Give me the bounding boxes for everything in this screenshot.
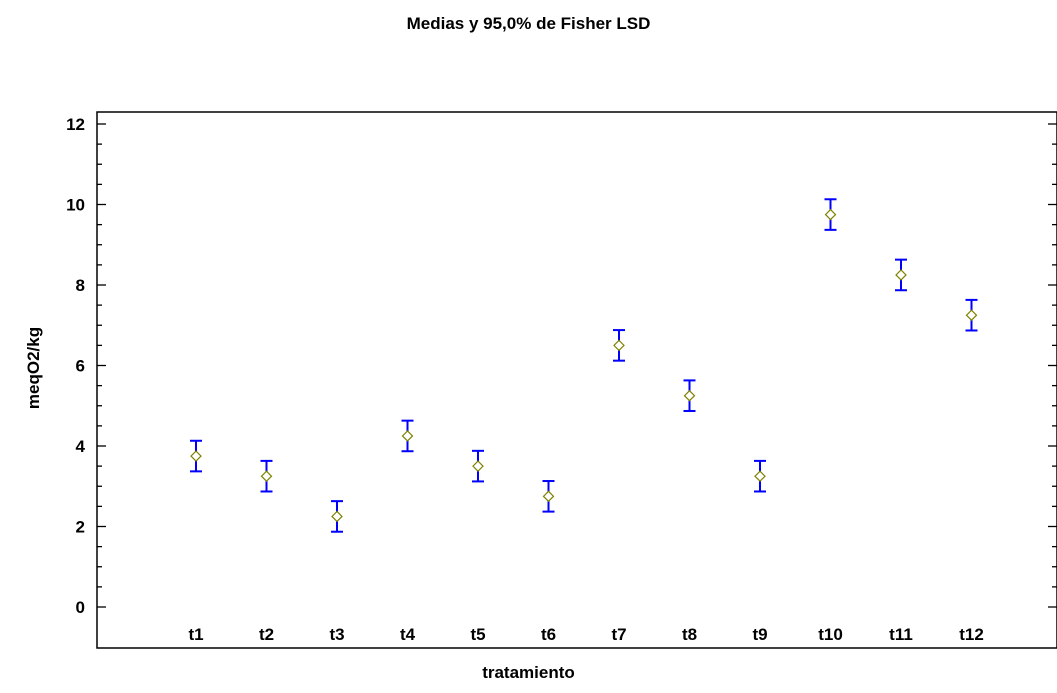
mean-point bbox=[190, 450, 202, 462]
x-tick-label: t2 bbox=[259, 625, 274, 644]
y-tick-label: 10 bbox=[66, 196, 85, 215]
mean-point bbox=[331, 510, 343, 523]
mean-point bbox=[965, 309, 978, 322]
mean-point bbox=[683, 389, 696, 402]
mean-point bbox=[260, 470, 273, 483]
mean-point bbox=[472, 460, 484, 472]
x-tick-label: t6 bbox=[541, 625, 556, 644]
mean-point bbox=[401, 430, 414, 442]
x-axis-label: tratamiento bbox=[482, 663, 575, 682]
y-tick-label: 4 bbox=[76, 437, 86, 456]
x-tick-label: t9 bbox=[752, 625, 767, 644]
x-tick-label: t10 bbox=[818, 625, 843, 644]
x-tick-label: t11 bbox=[889, 625, 913, 644]
mean-point bbox=[613, 339, 625, 352]
x-tick-label: t3 bbox=[329, 625, 344, 644]
x-axis: t1 t2 t3 t4 t5 t6 t7 t8 t9 t10 t11 t12 bbox=[188, 625, 983, 644]
y-tick-label: 0 bbox=[76, 598, 85, 617]
x-tick-label: t5 bbox=[470, 625, 485, 644]
y-tick-label: 12 bbox=[66, 115, 85, 134]
mean-point bbox=[542, 490, 555, 503]
x-tick-label: t12 bbox=[959, 625, 984, 644]
mean-point bbox=[754, 470, 766, 483]
y-tick-label: 8 bbox=[76, 276, 85, 295]
right-axis-ticks bbox=[1048, 123, 1057, 608]
y-tick-label: 6 bbox=[76, 357, 85, 376]
plot-frame bbox=[96, 111, 1057, 649]
x-tick-label: t1 bbox=[188, 625, 203, 644]
y-tick-label: 2 bbox=[76, 518, 85, 537]
mean-point bbox=[824, 208, 837, 221]
x-tick-label: t7 bbox=[611, 625, 626, 644]
x-tick-label: t4 bbox=[400, 625, 416, 644]
y-axis: 0 2 4 6 8 10 12 bbox=[66, 115, 106, 617]
data-marks bbox=[190, 198, 978, 533]
x-tick-label: t8 bbox=[682, 625, 697, 644]
chart-title: Medias y 95,0% de Fisher LSD bbox=[406, 14, 651, 33]
mean-point bbox=[895, 269, 907, 281]
